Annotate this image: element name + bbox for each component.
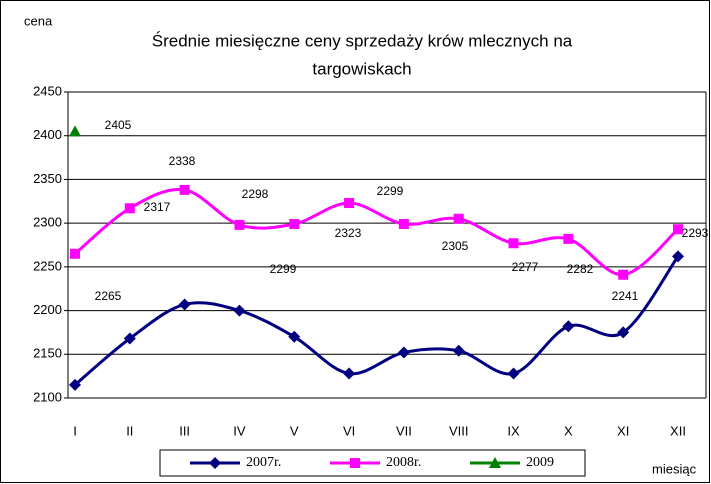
point (343, 367, 356, 380)
x-tick-label: IX (507, 423, 520, 438)
point (453, 213, 464, 224)
data-label: 2317 (144, 200, 171, 214)
point (618, 269, 629, 280)
x-tick-label: V (290, 423, 299, 438)
x-tick-label: II (126, 423, 133, 438)
y-tick-label: 2300 (33, 215, 62, 230)
x-tick-label: VII (396, 423, 412, 438)
legend-marker (489, 457, 501, 468)
point (69, 378, 81, 391)
point (178, 298, 191, 311)
x-tick-label: X (564, 423, 573, 438)
data-label: 2323 (335, 226, 362, 240)
data-label: 2298 (242, 187, 269, 201)
y-axis-label: cena (24, 13, 53, 28)
x-tick-label: VI (343, 423, 355, 438)
data-label: 2299 (377, 184, 404, 198)
point (563, 233, 574, 244)
data-label: 2405 (105, 118, 132, 132)
point (288, 330, 301, 343)
point (69, 125, 81, 137)
x-axis-label: miesiąc (652, 461, 697, 476)
data-label: 2241 (612, 289, 639, 303)
series-line (74, 255, 680, 387)
chart-title: targowiskach (312, 59, 411, 78)
point (70, 248, 80, 259)
data-label: 2277 (512, 260, 539, 274)
y-tick-label: 2150 (33, 346, 62, 361)
legend-label: 2009 (526, 455, 554, 470)
point (398, 219, 409, 230)
point (344, 198, 355, 209)
data-label: 2299 (270, 262, 297, 276)
x-tick-label: I (73, 423, 77, 438)
x-tick-label: VIII (449, 423, 469, 438)
legend-label: 2007r. (246, 455, 281, 470)
x-tick-label: III (179, 423, 190, 438)
series-line (74, 187, 680, 277)
chart-title: Średnie miesięczne ceny sprzedaży krów m… (152, 31, 573, 50)
y-tick-label: 2400 (33, 127, 62, 142)
point (617, 326, 630, 339)
point (179, 184, 190, 195)
point (397, 346, 410, 359)
y-tick-label: 2200 (33, 302, 62, 317)
data-label: 2305 (442, 239, 469, 253)
y-tick-label: 2450 (33, 83, 62, 98)
y-tick-label: 2350 (33, 171, 62, 186)
x-tick-label: XI (617, 423, 629, 438)
point (508, 238, 519, 249)
point (507, 367, 520, 380)
point (673, 224, 683, 235)
point (672, 250, 684, 263)
legend-marker (350, 458, 360, 468)
legend-marker (209, 457, 221, 469)
legend-label: 2008r. (386, 455, 421, 470)
point (289, 219, 300, 230)
data-label: 2338 (169, 154, 196, 168)
x-tick-label: IV (233, 423, 246, 438)
x-tick-label: XII (670, 423, 686, 438)
point (562, 320, 575, 333)
data-label: 2265 (95, 289, 122, 303)
point (123, 332, 136, 345)
point (124, 203, 135, 214)
point (233, 304, 246, 317)
point (234, 219, 245, 230)
data-label: 2293 (682, 226, 709, 240)
y-tick-label: 2250 (33, 258, 62, 273)
data-label: 2282 (567, 262, 594, 276)
point (452, 344, 465, 357)
y-tick-label: 2100 (33, 389, 62, 404)
